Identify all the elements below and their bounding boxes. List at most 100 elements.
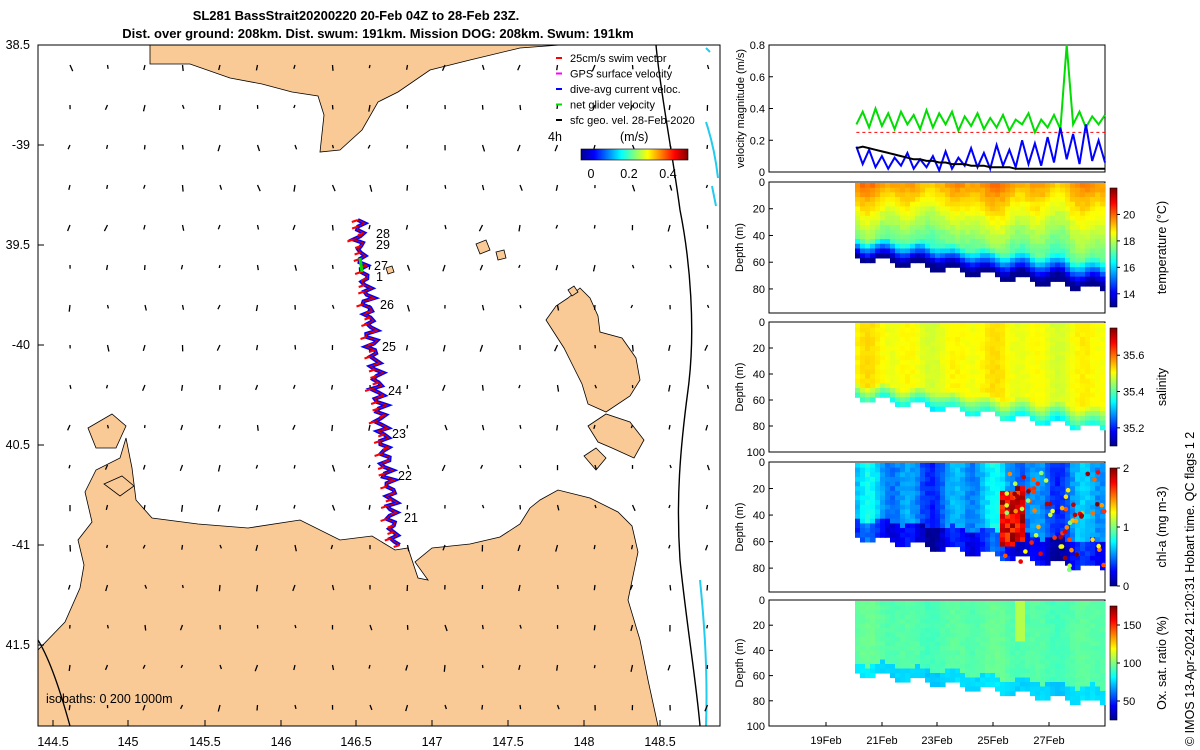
- section-cell: [900, 388, 906, 394]
- section-cell: [1065, 472, 1071, 478]
- section-cell: [865, 601, 871, 607]
- geo-velocity-arrow: [479, 344, 484, 352]
- section-cell: [1095, 673, 1101, 679]
- section-cell: [1090, 211, 1096, 217]
- section-cell: [1090, 686, 1096, 692]
- section-cell: [925, 323, 931, 329]
- section-cell: [965, 677, 971, 683]
- section-cell: [870, 514, 876, 520]
- section-cell: [1060, 514, 1066, 520]
- section-cell: [1050, 646, 1056, 652]
- section-cell: [1095, 495, 1101, 501]
- section-cell: [1050, 500, 1056, 506]
- section-cell: [945, 463, 951, 469]
- section-cell: [1100, 211, 1106, 217]
- section-cell: [940, 659, 946, 665]
- section-cell: [940, 546, 946, 552]
- section-cell: [965, 355, 971, 361]
- chl-sample-dot: [1059, 505, 1065, 511]
- section-cell: [950, 623, 956, 629]
- section-cell: [1090, 257, 1096, 264]
- section-cell: [1040, 490, 1046, 497]
- section-cell: [1035, 411, 1041, 417]
- section-cell: [1040, 262, 1046, 268]
- section-cell: [900, 332, 906, 338]
- section-cell: [1100, 406, 1106, 412]
- section-cell: [1085, 555, 1091, 562]
- section-cell: [990, 229, 996, 236]
- section-cell: [880, 476, 886, 483]
- section-cell: [865, 187, 871, 193]
- section-cell: [865, 374, 871, 380]
- chl-sample-dot: [1092, 477, 1097, 482]
- section-cell: [1025, 336, 1031, 343]
- section-cell: [1030, 504, 1036, 510]
- section-cell: [1090, 411, 1096, 417]
- section-cell: [1055, 350, 1061, 357]
- section-cell: [870, 341, 876, 347]
- section-cell: [1095, 229, 1101, 236]
- section-cell: [860, 509, 866, 515]
- section-cell: [1025, 215, 1031, 222]
- geo-velocity-arrow: [180, 424, 184, 431]
- section-cell: [875, 374, 881, 380]
- section-cell: [925, 392, 931, 398]
- section-cell: [885, 234, 891, 240]
- section-cell: [1070, 420, 1076, 426]
- section-cell: [1080, 695, 1086, 701]
- section-cell: [1025, 518, 1031, 524]
- section-cell: [900, 541, 906, 548]
- section-cell: [960, 490, 966, 497]
- section-cell: [1055, 378, 1061, 384]
- section-cell: [1085, 605, 1091, 611]
- geo-velocity-arrow: [555, 184, 559, 191]
- section-cell: [1080, 411, 1086, 417]
- section-cell: [1035, 401, 1041, 408]
- section-cell: [1030, 374, 1036, 380]
- section-cell: [1015, 623, 1021, 629]
- section-cell: [955, 523, 961, 529]
- section-cell: [915, 641, 921, 647]
- section-cell: [1055, 243, 1061, 250]
- section-cell: [980, 537, 986, 543]
- section-cell: [1050, 411, 1056, 417]
- section-cell: [860, 332, 866, 338]
- section-cell: [945, 360, 951, 366]
- section-cell: [1070, 646, 1076, 652]
- section-cell: [1015, 187, 1021, 193]
- section-cell: [1050, 610, 1056, 616]
- section-cell: [1055, 276, 1061, 282]
- section-cell: [1015, 682, 1021, 688]
- section-cell: [1005, 183, 1011, 189]
- section-cell: [1040, 360, 1046, 366]
- section-cell: [910, 197, 916, 203]
- section-cell: [875, 467, 881, 473]
- section-cell: [975, 239, 981, 245]
- section-cell: [1050, 346, 1056, 352]
- lon-tick-label: 146.5: [340, 735, 371, 749]
- section-cell: [915, 486, 921, 492]
- section-cell: [1035, 467, 1041, 473]
- section-cell: [880, 341, 886, 347]
- section-cell: [970, 225, 976, 231]
- section-cell: [1045, 248, 1051, 254]
- section-cell: [1025, 271, 1031, 278]
- section-cell: [955, 619, 961, 625]
- section-cell: [865, 463, 871, 469]
- section-cell: [875, 610, 881, 616]
- geo-velocity-arrow: [405, 664, 409, 671]
- section-cell: [1045, 323, 1051, 329]
- section-cell: [1065, 336, 1071, 343]
- section-cell: [855, 364, 861, 370]
- section-cell: [910, 619, 916, 625]
- section-cell: [1060, 523, 1066, 529]
- section-cell: [1005, 276, 1011, 282]
- section-cell: [940, 336, 946, 343]
- section-cell: [1025, 686, 1031, 692]
- section-cell: [915, 383, 921, 389]
- section-cell: [1035, 262, 1041, 268]
- section-cell: [1095, 691, 1101, 697]
- section-cell: [900, 378, 906, 384]
- section-cell: [910, 614, 916, 620]
- section-cell: [910, 253, 916, 259]
